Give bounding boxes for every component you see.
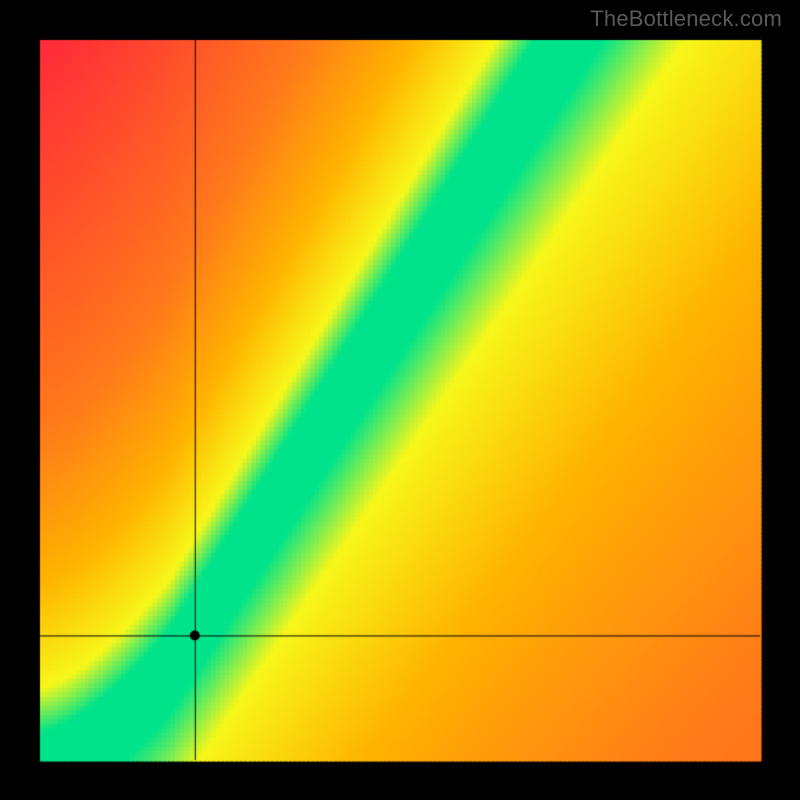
chart-container: TheBottleneck.com: [0, 0, 800, 800]
bottleneck-heatmap: [0, 0, 800, 800]
watermark-text: TheBottleneck.com: [590, 6, 782, 32]
